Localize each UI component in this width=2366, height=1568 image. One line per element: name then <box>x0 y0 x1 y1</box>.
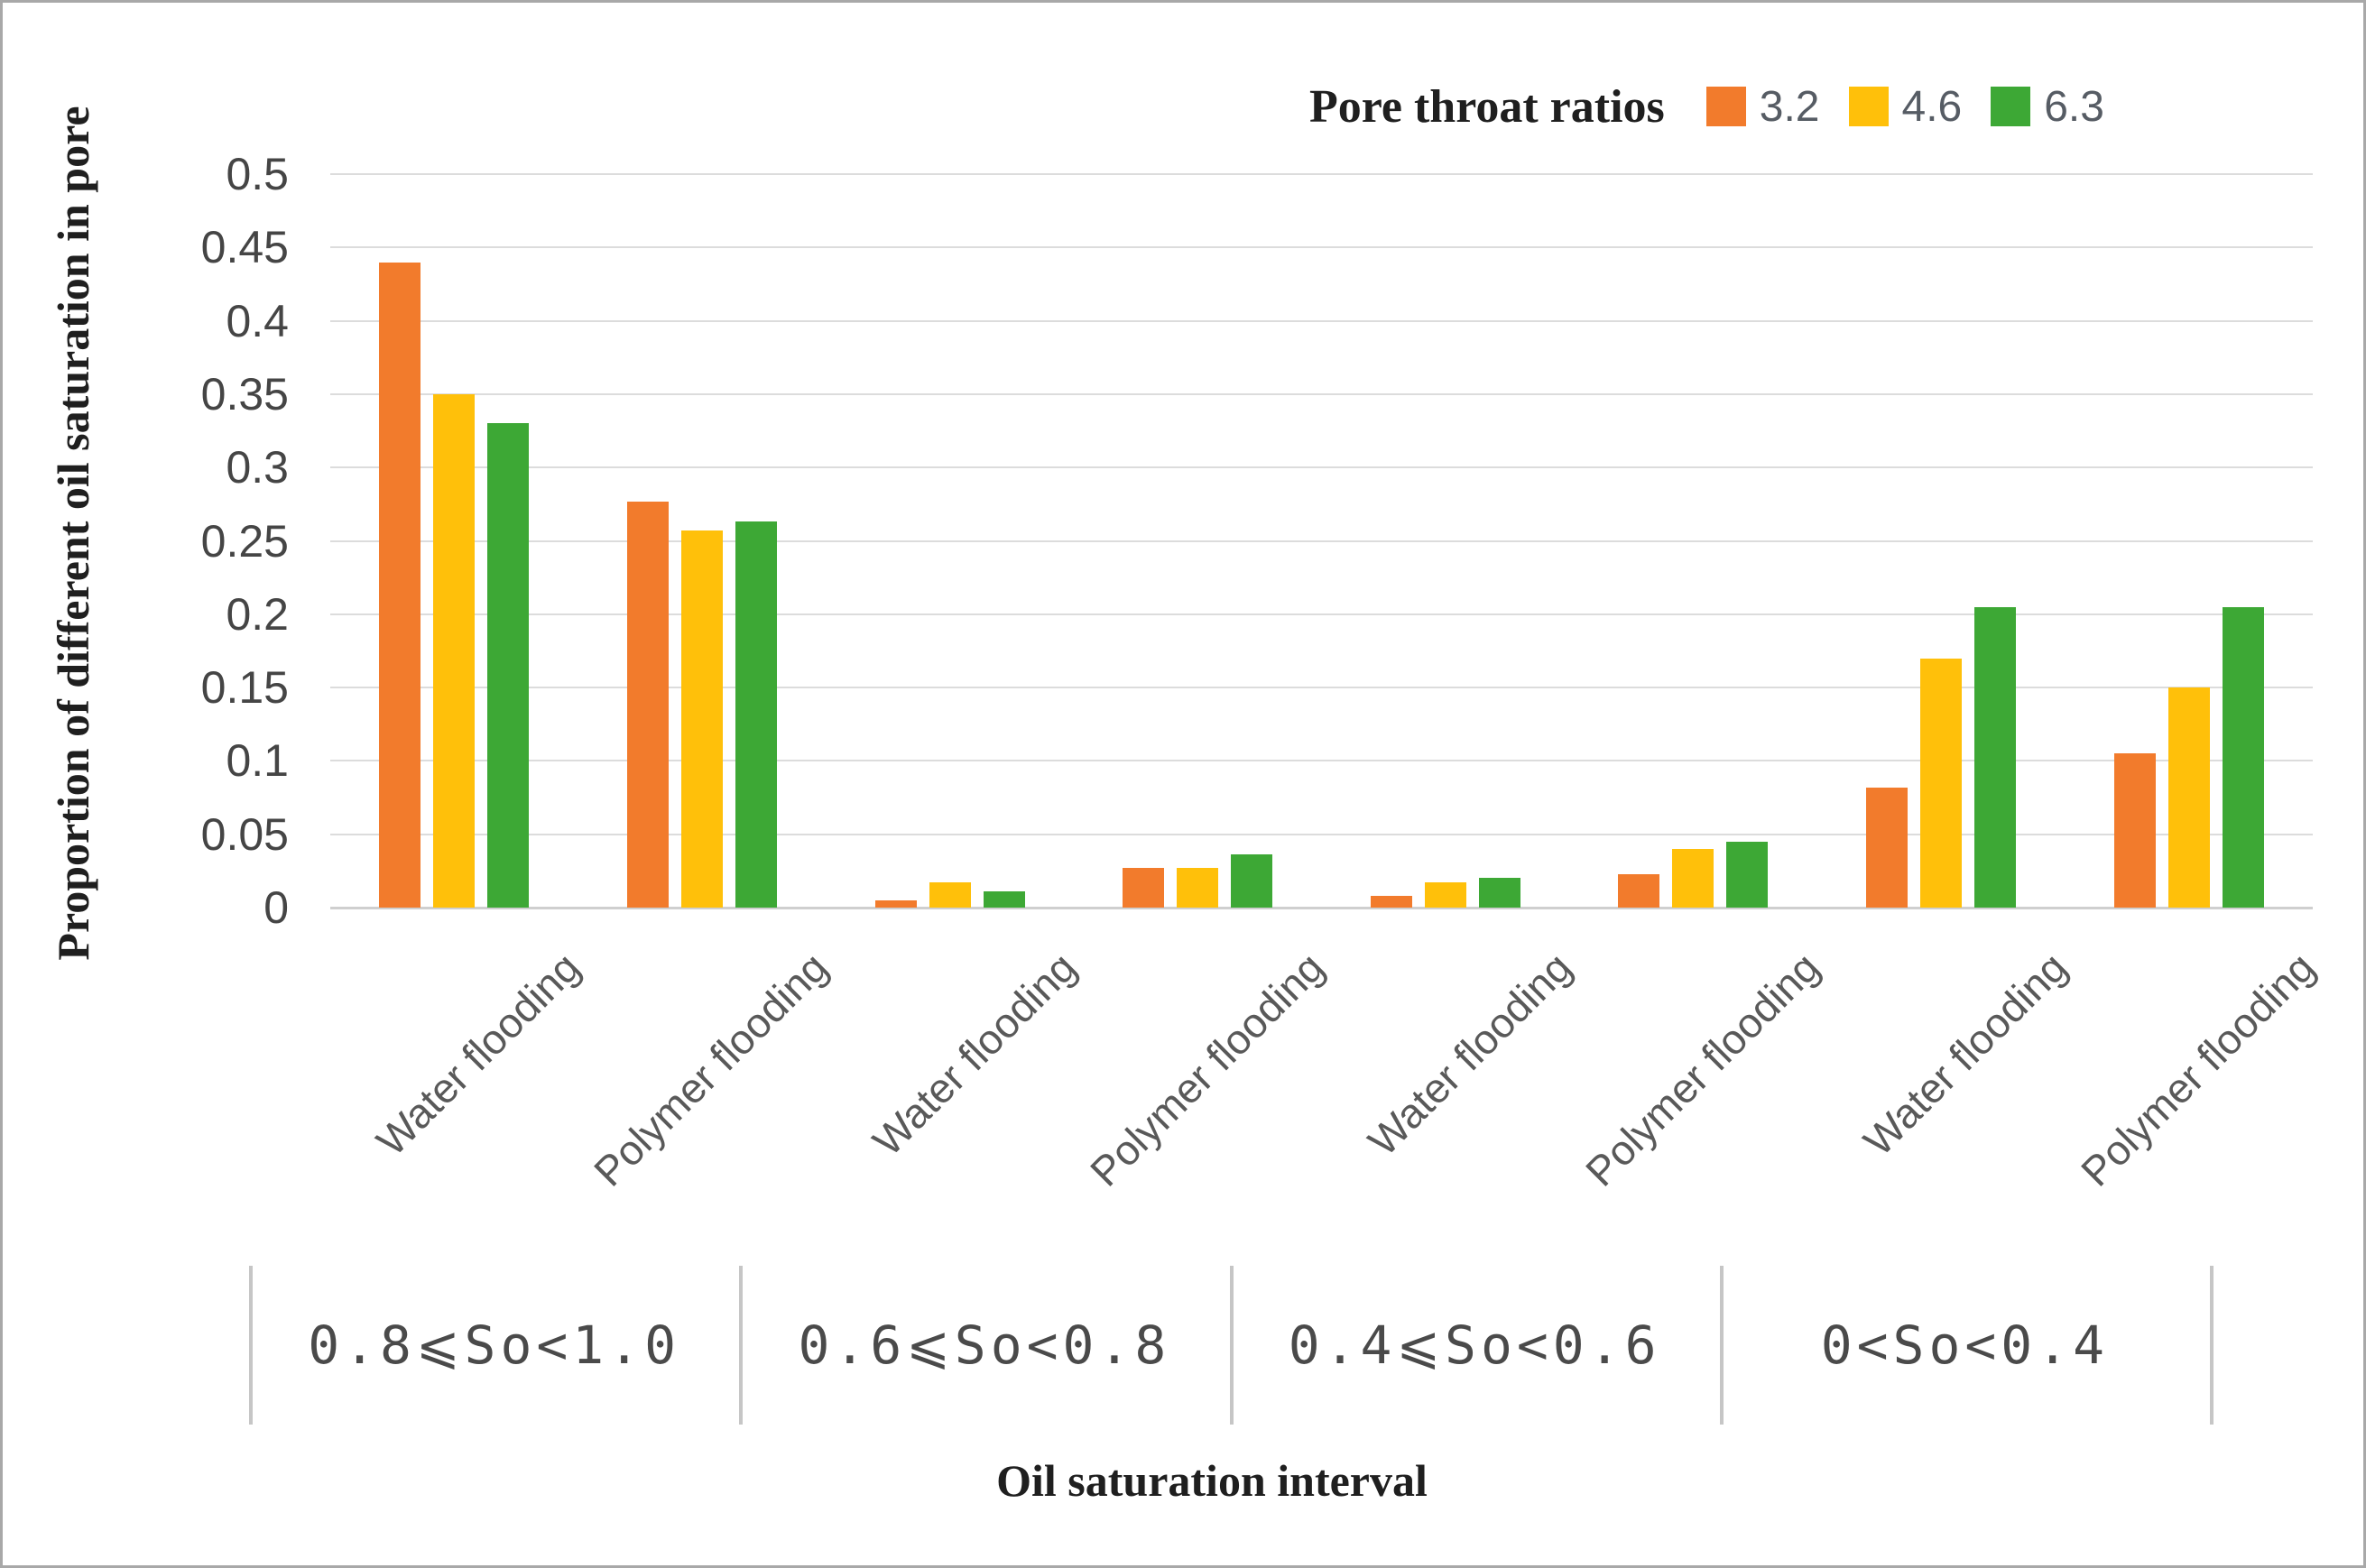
legend-item-6.3: 6.3 <box>1991 82 2104 132</box>
interval-label: 0<So<0.4 <box>1820 1314 2110 1376</box>
y-tick-label: 0 <box>263 882 289 933</box>
x-category-label: Polymer flooding <box>1576 943 1828 1195</box>
interval-divider <box>1229 1266 1234 1425</box>
bar-6.3-group8 <box>2222 607 2264 908</box>
x-category-label: Water flooding <box>1854 943 2076 1165</box>
bar-4.6-group5 <box>1424 882 1466 908</box>
bar-6.3-group5 <box>1478 878 1520 908</box>
interval-label: 0.4⩽So<0.6 <box>1288 1314 1661 1376</box>
legend-swatch-3.2 <box>1705 87 1746 126</box>
gridline <box>330 246 2313 249</box>
legend-item-label: 3.2 <box>1759 82 1820 131</box>
x-category-label: Water flooding <box>1359 943 1581 1165</box>
bar-3.2-group4 <box>1123 868 1165 908</box>
bar-4.6-group2 <box>680 530 723 908</box>
legend-swatch-6.3 <box>1991 87 2031 126</box>
bar-4.6-group1 <box>433 394 476 908</box>
x-category-label: Polymer flooding <box>2072 943 2324 1195</box>
bar-4.6-group6 <box>1672 849 1714 908</box>
legend-title: Pore throat ratios <box>1309 80 1665 133</box>
bar-3.2-group3 <box>874 900 917 908</box>
x-axis-title: Oil saturation interval <box>996 1455 1428 1506</box>
x-axis-line <box>330 907 2313 909</box>
gridline <box>330 319 2313 322</box>
y-tick-label: 0.45 <box>200 222 289 273</box>
gridline <box>330 833 2313 835</box>
bar-4.6-group7 <box>1920 659 1963 908</box>
interval-divider <box>739 1266 744 1425</box>
y-tick-label: 0.3 <box>226 442 289 493</box>
interval-label: 0.8⩽So<1.0 <box>308 1314 681 1376</box>
gridline <box>330 760 2313 762</box>
bar-3.2-group2 <box>626 502 669 908</box>
legend-item-3.2: 3.2 <box>1705 82 1820 132</box>
y-tick-label: 0.05 <box>200 808 289 860</box>
plot-area <box>330 173 2313 909</box>
bar-3.2-group6 <box>1618 874 1660 908</box>
interval-label: 0.6⩽So<0.8 <box>798 1314 1171 1376</box>
y-tick-label: 0.5 <box>226 149 289 199</box>
x-category-label: Polymer flooding <box>1080 943 1333 1195</box>
y-tick-label: 0.35 <box>200 368 289 420</box>
legend-swatch-4.6 <box>1848 87 1889 126</box>
legend-item-label: 4.6 <box>1901 82 1963 131</box>
y-tick-label: 0.4 <box>226 295 289 346</box>
bar-6.3-group6 <box>1726 842 1769 908</box>
bar-6.3-group4 <box>1231 854 1273 908</box>
bar-3.2-group8 <box>2113 753 2156 908</box>
gridline <box>330 613 2313 615</box>
y-tick-label: 0.15 <box>200 662 289 714</box>
bar-6.3-group1 <box>487 423 530 908</box>
bar-4.6-group8 <box>2167 687 2210 908</box>
gridline <box>330 687 2313 689</box>
x-category-label: Polymer flooding <box>585 943 837 1195</box>
bar-4.6-group3 <box>929 882 971 908</box>
y-tick-label: 0.2 <box>226 588 289 640</box>
bar-6.3-group3 <box>983 891 1025 908</box>
legend-items: 3.2 4.6 6.3 <box>1705 82 2104 132</box>
bar-4.6-group4 <box>1177 868 1219 908</box>
legend: Pore throat ratios 3.2 4.6 6.3 <box>1309 71 2104 142</box>
y-tick-label: 0.1 <box>226 735 289 787</box>
gridline <box>330 466 2313 469</box>
x-category-label: Water flooding <box>863 943 1086 1165</box>
gridline <box>330 173 2313 175</box>
gridline <box>330 540 2313 542</box>
x-category-label: Water flooding <box>367 943 589 1165</box>
bar-3.2-group7 <box>1866 788 1909 908</box>
bar-3.2-group1 <box>379 263 421 908</box>
legend-item-label: 6.3 <box>2044 82 2104 131</box>
interval-divider <box>1719 1266 1724 1425</box>
bar-3.2-group5 <box>1370 896 1412 908</box>
bar-6.3-group2 <box>735 521 777 908</box>
interval-divider <box>249 1266 253 1425</box>
y-tick-label: 0.25 <box>200 515 289 567</box>
bar-6.3-group7 <box>1974 607 2017 908</box>
legend-item-4.6: 4.6 <box>1848 82 1963 132</box>
interval-divider <box>2210 1266 2214 1425</box>
gridline <box>330 392 2313 395</box>
